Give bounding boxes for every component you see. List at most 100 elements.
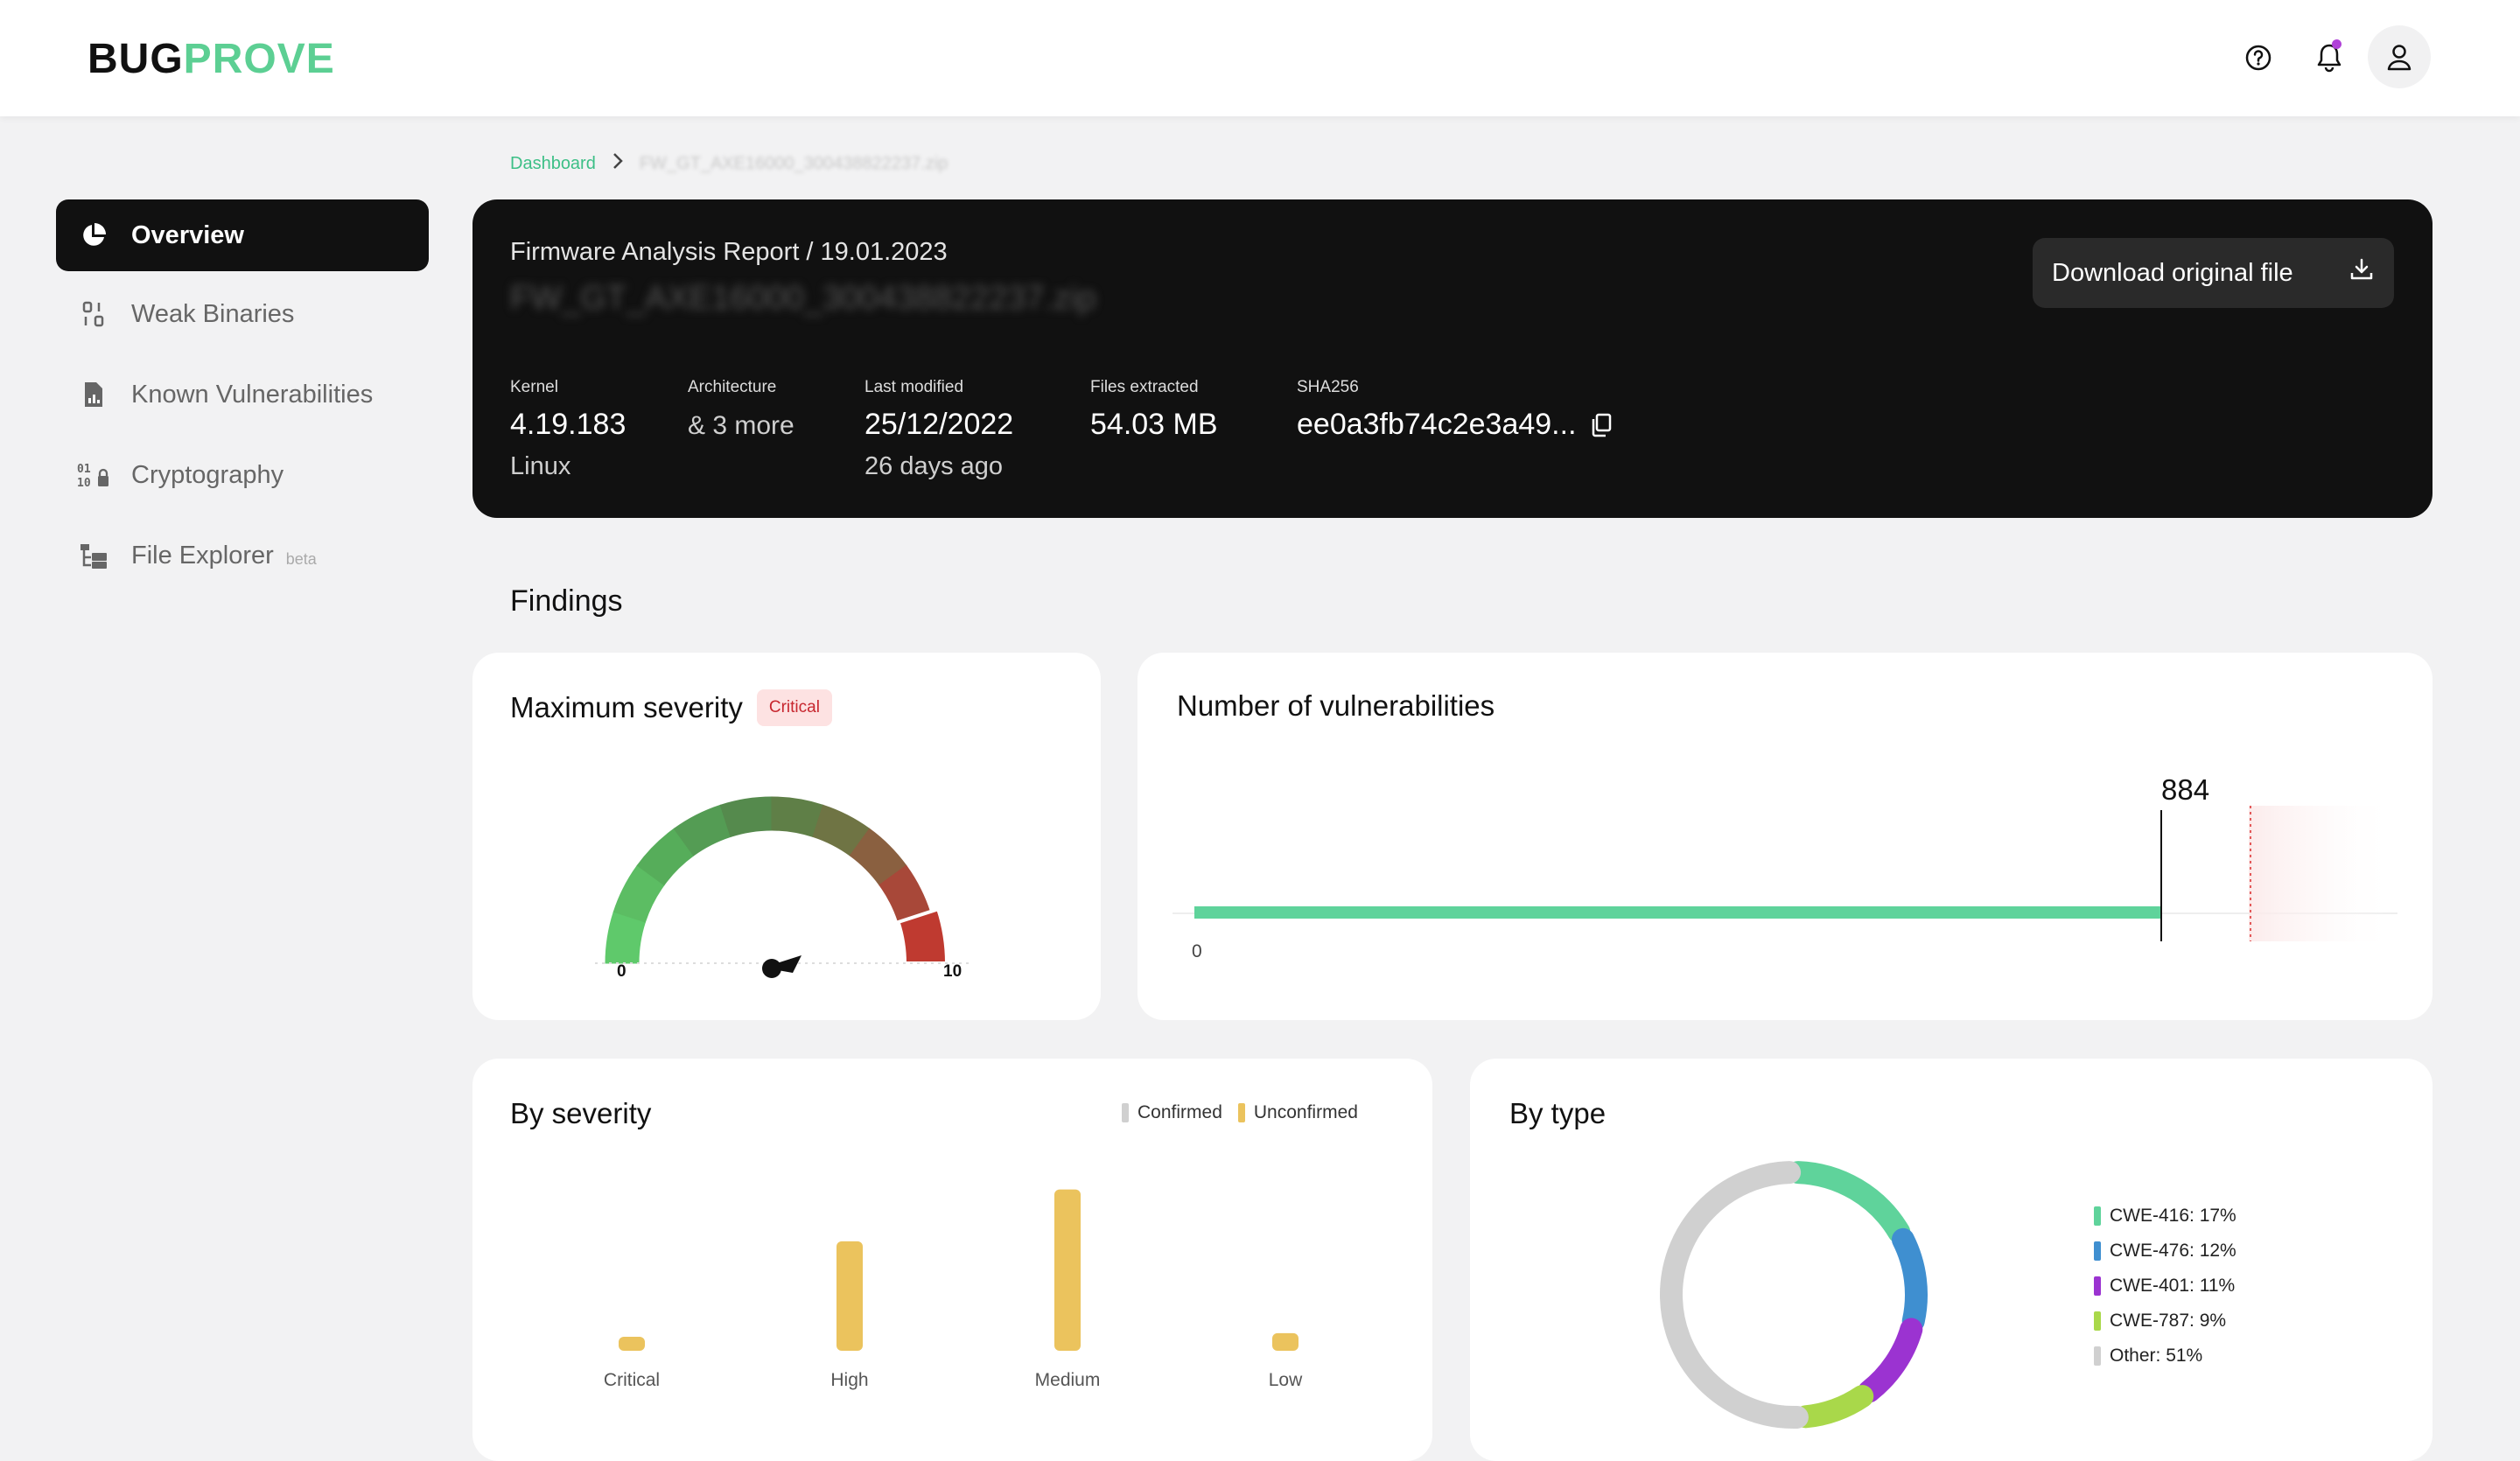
binary-icon — [75, 296, 112, 332]
last-modified-relative: 26 days ago — [864, 452, 1004, 480]
beta-badge: beta — [285, 549, 317, 568]
download-icon — [2348, 256, 2375, 290]
legend-swatch — [2094, 1206, 2101, 1226]
kernel-os: Linux — [510, 452, 571, 480]
severity-axis-label: Medium — [1035, 1370, 1101, 1390]
pie-chart-icon — [75, 217, 112, 254]
severity-bar-high — [836, 1241, 863, 1351]
type-legend-item[interactable]: CWE-416: 17% — [2094, 1199, 2236, 1234]
copy-icon[interactable] — [1589, 412, 1614, 438]
donut-slice-cwe-416 — [1786, 1161, 1911, 1244]
donut-slice-cwe-401 — [1858, 1318, 1923, 1403]
logo-text-prove: PROVE — [183, 36, 335, 82]
report-header-card: Firmware Analysis Report / 19.01.2023 FW… — [472, 199, 2432, 518]
type-legend-item[interactable]: CWE-401: 11% — [2094, 1269, 2236, 1304]
chevron-right-icon — [612, 151, 624, 177]
legend-swatch — [2094, 1311, 2101, 1331]
sidebar-item-file-explorer[interactable]: File Explorer beta — [56, 520, 429, 591]
by-type-donut-chart — [1660, 1161, 1928, 1429]
sha256-value: ee0a3fb74c2e3a49... — [1297, 408, 1577, 441]
legend-swatch — [2094, 1241, 2101, 1261]
bugprove-logo[interactable]: BUGPROVE — [88, 35, 335, 83]
meta-architecture: Architecture & 3 more — [688, 378, 794, 441]
threshold-zone — [2249, 806, 2398, 941]
sidebar-item-label: Overview — [131, 220, 244, 249]
legend-swatch — [2094, 1346, 2101, 1366]
max-severity-header: Maximum severity Critical — [510, 689, 832, 726]
kernel-label: Kernel — [510, 378, 558, 396]
kernel-value: 4.19.183 — [510, 408, 626, 441]
sidebar-item-label: File Explorer — [131, 541, 274, 570]
meta-last-modified: Last modified 25/12/2022 26 days ago — [864, 378, 1013, 481]
vulnerability-count-value: 884 — [2161, 773, 2210, 806]
by-severity-legend: Confirmed Unconfirmed — [1122, 1102, 1358, 1123]
severity-bar-low — [1272, 1332, 1298, 1351]
type-legend-item[interactable]: CWE-787: 9% — [2094, 1304, 2236, 1339]
type-legend-label: CWE-401: 11% — [2110, 1276, 2236, 1296]
donut-slice-cwe-476 — [1891, 1227, 1928, 1333]
donut-slice-other — [1660, 1161, 1809, 1429]
last-modified-label: Last modified — [864, 378, 964, 396]
sidebar-item-known-vulnerabilities[interactable]: Known Vulnerabilities — [56, 359, 429, 430]
notification-dot — [2332, 39, 2342, 49]
gauge-max-label: 10 — [943, 962, 962, 981]
sidebar-item-label: Weak Binaries — [131, 299, 295, 328]
bell-icon[interactable] — [2305, 33, 2354, 82]
breadcrumb: Dashboard FW_GT_AXE16000_300438822237.zi… — [510, 151, 948, 177]
gauge-min-label: 0 — [617, 962, 626, 981]
sidebar-item-label: Cryptography — [131, 460, 284, 489]
type-legend-label: Other: 51% — [2110, 1346, 2203, 1366]
meta-files-extracted: Files extracted 54.03 MB — [1090, 378, 1218, 442]
breadcrumb-current: FW_GT_AXE16000_300438822237.zip — [639, 154, 948, 173]
meta-kernel: Kernel 4.19.183 Linux — [510, 378, 626, 481]
logo-text-bug: BUG — [88, 36, 184, 82]
vulnerability-count-title: Number of vulnerabilities — [1177, 689, 1495, 722]
findings-heading: Findings — [510, 584, 623, 618]
by-severity-card: By severity Confirmed Unconfirmed Critic… — [472, 1059, 1432, 1461]
by-type-title: By type — [1509, 1097, 1606, 1129]
type-legend-label: CWE-416: 17% — [2110, 1206, 2236, 1226]
vulnerability-axis-zero: 0 — [1192, 941, 1202, 961]
type-legend-item[interactable]: CWE-476: 12% — [2094, 1234, 2236, 1269]
breadcrumb-dashboard-link[interactable]: Dashboard — [510, 154, 596, 173]
user-icon — [2387, 45, 2412, 71]
type-legend-item[interactable]: Other: 51% — [2094, 1339, 2236, 1374]
architecture-value[interactable]: & 3 more — [688, 411, 794, 440]
type-legend-label: CWE-476: 12% — [2110, 1241, 2236, 1261]
legend-confirmed-label: Confirmed — [1138, 1102, 1222, 1122]
svg-text:01: 01 — [77, 463, 91, 476]
gauge-needle-hub — [762, 959, 781, 978]
max-severity-title: Maximum severity — [510, 691, 743, 724]
sidebar-item-label: Known Vulnerabilities — [131, 380, 374, 409]
last-modified-value: 25/12/2022 — [864, 408, 1014, 441]
vulnerability-count-card: Number of vulnerabilities 884 0 — [1138, 653, 2432, 1020]
legend-swatch-unconfirmed — [1237, 1103, 1245, 1122]
vulnerability-count-bar — [1194, 906, 2161, 919]
files-extracted-value: 54.03 MB — [1090, 408, 1218, 441]
meta-sha256: SHA256 ee0a3fb74c2e3a49... — [1297, 378, 1614, 442]
severity-gauge — [595, 796, 971, 978]
architecture-label: Architecture — [688, 378, 777, 396]
report-title: Firmware Analysis Report / 19.01.2023 — [510, 238, 948, 266]
type-legend-label: CWE-787: 9% — [2110, 1311, 2227, 1331]
by-type-card: By type CWE-416: 17% CWE-476: 12% CWE-401:… — [1470, 1059, 2432, 1461]
legend-confirmed[interactable]: Confirmed — [1122, 1102, 1222, 1123]
files-extracted-label: Files extracted — [1090, 378, 1199, 396]
by-severity-chart: Critical High Medium Low — [604, 1189, 1303, 1390]
sidebar-item-cryptography[interactable]: 01 10 Cryptography — [56, 439, 429, 511]
legend-swatch — [2094, 1276, 2101, 1296]
report-filename: FW_GT_AXE16000_300438822237.zip — [510, 280, 1096, 317]
folder-tree-icon — [75, 537, 112, 574]
vulnerability-count-chart — [1172, 806, 2398, 941]
svg-text:10: 10 — [77, 477, 91, 489]
download-original-file-button[interactable]: Download original file — [2033, 238, 2394, 308]
sha256-row: ee0a3fb74c2e3a49... — [1297, 408, 1614, 442]
legend-unconfirmed[interactable]: Unconfirmed — [1237, 1102, 1358, 1123]
severity-bar-medium — [1054, 1189, 1081, 1351]
sidebar-item-overview[interactable]: Overview — [56, 199, 429, 271]
max-severity-card: Maximum severity Critical 0 10 — [472, 653, 1101, 1020]
user-menu-button[interactable] — [2368, 25, 2431, 88]
sidebar-item-weak-binaries[interactable]: Weak Binaries — [56, 278, 429, 350]
help-icon[interactable] — [2234, 33, 2283, 82]
severity-axis-label: High — [830, 1370, 868, 1390]
